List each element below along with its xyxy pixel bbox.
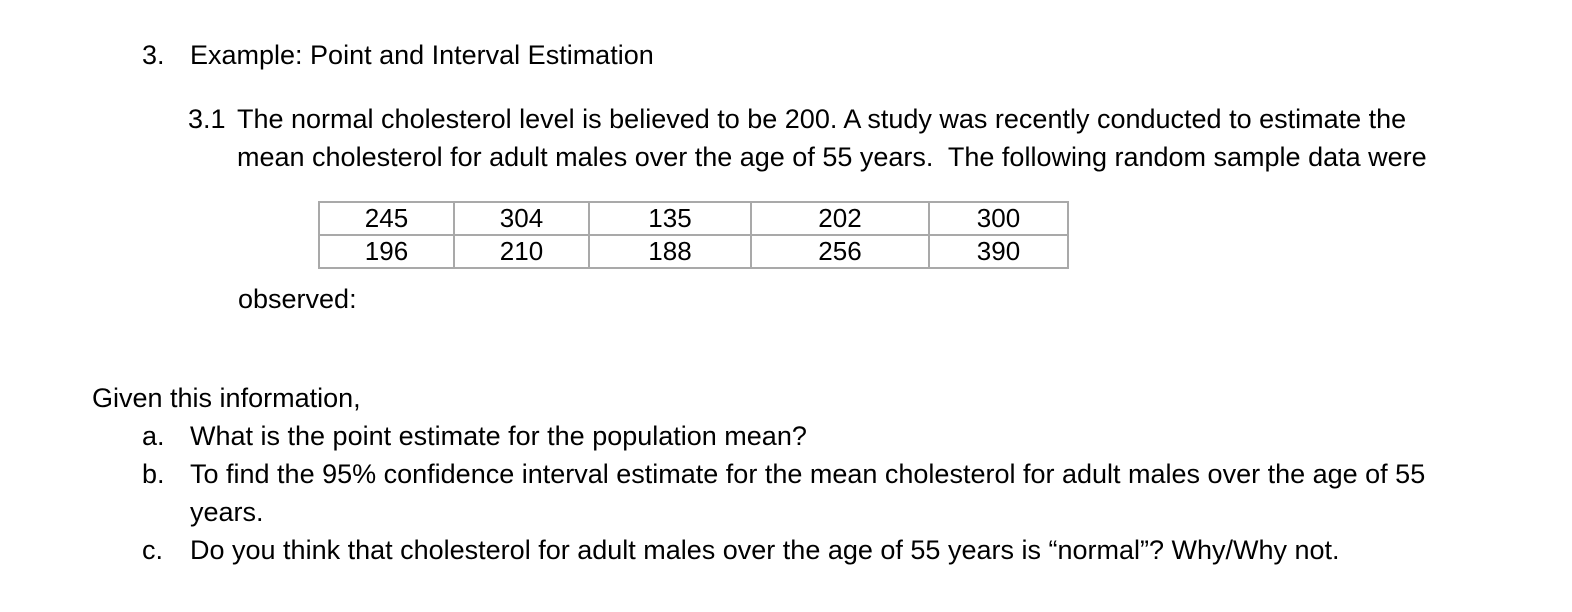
table-cell: 390 — [928, 234, 1069, 269]
table-cell: 135 — [588, 201, 752, 236]
table-row: 245 304 135 202 300 — [318, 201, 1069, 236]
table-cell: 196 — [318, 234, 455, 269]
table-row: 196 210 188 256 390 — [318, 234, 1069, 269]
question-item-a: a. What is the point estimate for the po… — [142, 417, 1560, 455]
section-number: 3. — [142, 40, 165, 70]
question-label: b. — [142, 459, 165, 489]
problem-number: 3.1 — [188, 104, 226, 134]
question-text: What is the point estimate for the popul… — [190, 421, 807, 451]
table-cell: 256 — [750, 234, 930, 269]
question-text: Do you think that cholesterol for adult … — [190, 535, 1340, 565]
section-title: Example: Point and Interval Estimation — [190, 40, 654, 70]
observed-label: observed: — [238, 284, 357, 314]
problem-text: The normal cholesterol level is believed… — [237, 104, 1427, 172]
sample-data-table: 245 304 135 202 300 196 210 188 256 390 — [318, 201, 1069, 269]
table-cell: 210 — [453, 234, 590, 269]
table-cell: 188 — [588, 234, 752, 269]
problem-statement: 3.1 The normal cholesterol level is beli… — [188, 100, 1515, 176]
question-list: a. What is the point estimate for the po… — [142, 417, 1560, 569]
question-item-b: b. To find the 95% confidence interval e… — [142, 455, 1560, 531]
question-label: a. — [142, 421, 165, 451]
question-label: c. — [142, 535, 164, 565]
questions-intro: Given this information, — [92, 383, 361, 413]
table-cell: 300 — [928, 201, 1069, 236]
table-cell: 304 — [453, 201, 590, 236]
question-text: To find the 95% confidence interval esti… — [190, 459, 1426, 527]
table-cell: 202 — [750, 201, 930, 236]
section-heading: 3. Example: Point and Interval Estimatio… — [142, 36, 654, 74]
question-item-c: c. Do you think that cholesterol for adu… — [142, 531, 1560, 569]
table-cell: 245 — [318, 201, 455, 236]
